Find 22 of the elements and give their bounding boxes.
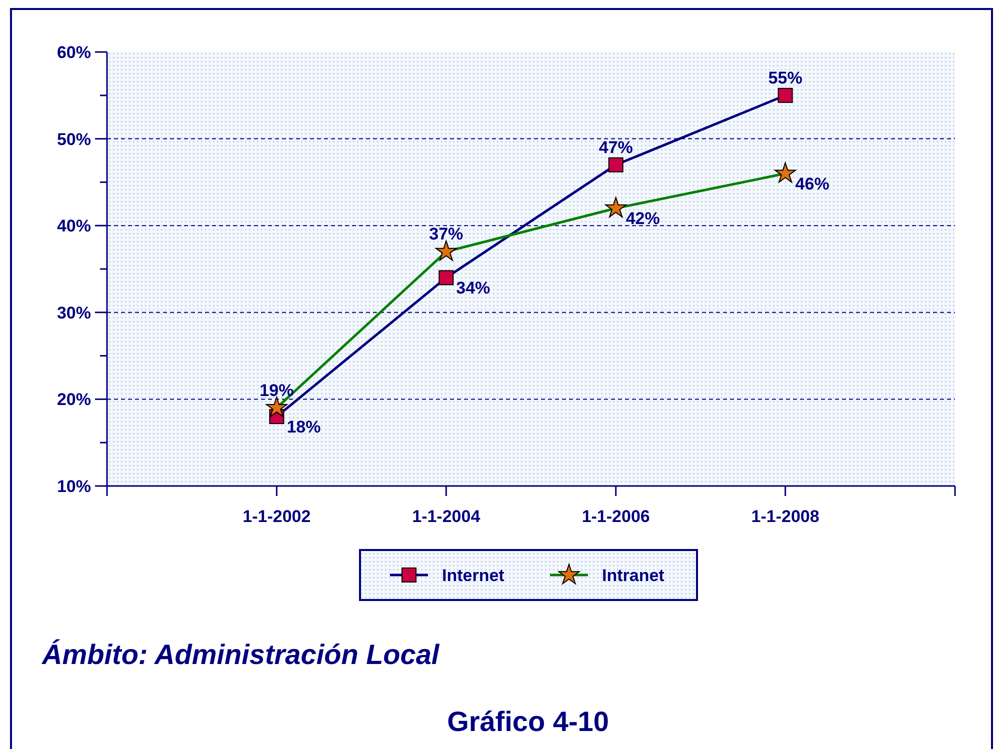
x-tick-label: 1-1-2008 bbox=[751, 507, 820, 526]
data-label: 18% bbox=[286, 418, 321, 437]
y-tick-label: 50% bbox=[56, 130, 91, 149]
data-label: 37% bbox=[429, 224, 464, 244]
data-label: 47% bbox=[598, 138, 633, 157]
data-label: 34% bbox=[456, 278, 490, 298]
data-label: 55% bbox=[768, 68, 802, 88]
text: Gráfico 4-10 bbox=[447, 706, 609, 737]
x-tick-label: 1-1-2006 bbox=[582, 507, 650, 526]
y-tick-label: 40% bbox=[56, 216, 91, 236]
data-label: 19% bbox=[260, 380, 294, 400]
text: Ámbito: Administración Local bbox=[41, 639, 440, 670]
y-tick-label: 60% bbox=[56, 42, 91, 62]
x-tick-label: 1-1-2002 bbox=[242, 507, 311, 526]
data-label: 42% bbox=[626, 209, 660, 228]
y-tick-label: 10% bbox=[56, 476, 91, 496]
x-tick-label: 1-1-2004 bbox=[412, 507, 481, 526]
y-tick-label: 20% bbox=[56, 390, 91, 410]
data-label: 46% bbox=[795, 174, 830, 194]
legend-label: Internet bbox=[442, 566, 505, 585]
legend-label: Intranet bbox=[602, 566, 665, 585]
y-tick-label: 30% bbox=[56, 303, 91, 322]
